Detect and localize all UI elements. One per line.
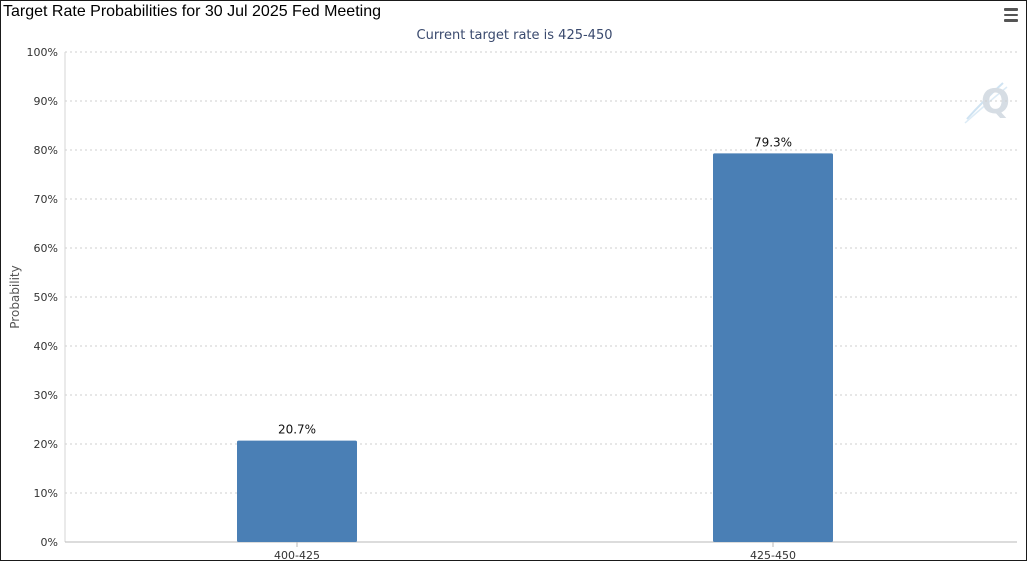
y-tick-label: 10%	[34, 487, 58, 500]
chart-subtitle: Current target rate is 425-450	[416, 28, 613, 43]
bar-400-425[interactable]	[237, 440, 357, 542]
y-axis-title: Probability	[8, 265, 22, 328]
y-tick-label: 0%	[41, 536, 58, 549]
bar-data-label: 20.7%	[278, 423, 316, 437]
bar-data-label: 79.3%	[754, 135, 792, 149]
bar-425-450[interactable]	[713, 153, 833, 542]
y-tick-label: 50%	[34, 291, 58, 304]
y-tick-label: 20%	[34, 438, 58, 451]
y-tick-label: 60%	[34, 242, 58, 255]
y-tick-label: 40%	[34, 340, 58, 353]
chart-title: Target Rate Probabilities for 30 Jul 202…	[3, 3, 381, 20]
q-watermark-icon: Q	[964, 82, 1010, 124]
y-tick-label: 70%	[34, 193, 58, 206]
x-tick-label: 400-425	[274, 549, 320, 560]
y-tick-label: 90%	[34, 95, 58, 108]
y-tick-label: 30%	[34, 389, 58, 402]
y-tick-label: 80%	[34, 144, 58, 157]
hamburger-menu-icon[interactable]	[1002, 7, 1020, 23]
x-tick-label: 425-450	[750, 549, 796, 560]
y-tick-label: 100%	[27, 46, 58, 59]
svg-text:Q: Q	[981, 82, 1010, 122]
